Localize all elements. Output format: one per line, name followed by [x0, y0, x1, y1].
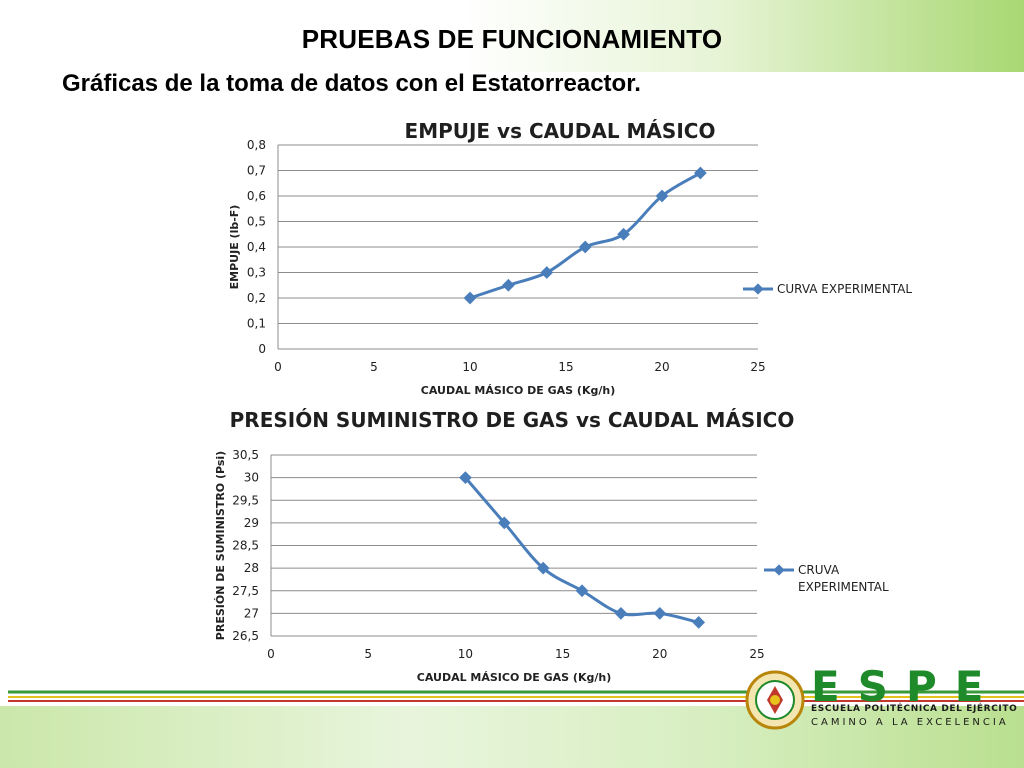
legend-marker — [773, 564, 785, 576]
legend-label: CRUVA EXPERIMENTAL — [798, 563, 889, 594]
chart-title: PRESIÓN SUMINISTRO DE GAS vs CAUDAL MÁSI… — [230, 408, 795, 432]
slide-title: PRUEBAS DE FUNCIONAMIENTO — [301, 24, 723, 54]
data-point — [653, 607, 667, 620]
x-tick-label: 5 — [370, 360, 378, 374]
footer-band — [0, 706, 1024, 768]
x-tick-label: 15 — [555, 647, 570, 661]
y-axis-label: PRESIÓN DE SUMINISTRO (Psi) — [214, 451, 227, 640]
y-tick-label: 30 — [244, 471, 259, 485]
data-point — [694, 166, 707, 180]
y-tick-label: 0,7 — [247, 164, 266, 178]
data-point — [459, 471, 472, 484]
data-point — [540, 266, 554, 279]
y-axis-label: EMPUJE (lb-F) — [228, 205, 241, 290]
x-tick-label: 20 — [654, 360, 669, 374]
data-point — [578, 240, 592, 254]
y-tick-label: 28,5 — [232, 539, 259, 553]
thrust-chart: EMPUJE vs CAUDAL MÁSICO 0 0,1 0,2 0,3 0,4 0,5 0… — [228, 119, 912, 397]
x-axis-label: CAUDAL MÁSICO DE GAS (Kg/h) — [417, 671, 611, 684]
x-tick-label: 10 — [458, 647, 473, 661]
data-point — [614, 607, 628, 620]
brand-name: ESPE — [811, 662, 1002, 711]
y-tick-label: 0,5 — [247, 215, 266, 229]
legend-label: CURVA EXPERIMENTAL — [777, 282, 912, 296]
x-tick-label: 5 — [364, 647, 372, 661]
y-tick-label: 27 — [244, 606, 259, 620]
y-tick-label: 0,4 — [247, 240, 266, 254]
y-tick-label: 26,5 — [232, 629, 259, 643]
legend-marker — [752, 283, 764, 295]
y-tick-label: 0,2 — [247, 291, 266, 305]
data-point — [692, 616, 706, 629]
x-tick-label: 15 — [558, 360, 573, 374]
chart-title: EMPUJE vs CAUDAL MÁSICO — [405, 119, 716, 143]
header-band — [0, 0, 1024, 72]
y-tick-label: 29 — [244, 516, 259, 530]
x-axis-label: CAUDAL MÁSICO DE GAS (Kg/h) — [421, 384, 615, 397]
footer-divider — [8, 690, 1024, 702]
y-tick-label: 0,6 — [247, 189, 266, 203]
y-tick-label: 0,8 — [247, 138, 266, 152]
pressure-chart: PRESIÓN SUMINISTRO DE GAS vs CAUDAL MÁSI… — [214, 408, 889, 684]
brand-institution: ESCUELA POLITÉCNICA DEL EJÉRCITO — [811, 704, 1018, 714]
x-tick-label: 10 — [462, 360, 477, 374]
x-tick-label: 25 — [749, 647, 764, 661]
data-point — [502, 278, 515, 292]
y-tick-label: 0 — [258, 342, 266, 356]
brand-motto: CAMINO A LA EXCELENCIA — [811, 717, 1009, 728]
x-tick-label: 0 — [274, 360, 282, 374]
series-line — [469, 171, 702, 300]
x-tick-label: 0 — [267, 647, 275, 661]
espe-logo: ESPE ESCUELA POLITÉCNICA DEL EJÉRCITO CA… — [745, 662, 1018, 738]
x-tick-label: 20 — [652, 647, 667, 661]
y-tick-label: 27,5 — [232, 584, 259, 598]
series-line — [464, 476, 700, 624]
y-tick-label: 29,5 — [232, 493, 259, 507]
y-tick-label: 28 — [244, 561, 259, 575]
y-tick-label: 0,3 — [247, 266, 266, 280]
y-tick-label: 30,5 — [232, 448, 259, 462]
slide-subtitle: Gráficas de la toma de datos con el Esta… — [62, 70, 641, 97]
university-seal-icon — [745, 670, 805, 730]
data-point — [463, 291, 477, 305]
y-tick-label: 0,1 — [247, 317, 266, 331]
x-tick-label: 25 — [750, 360, 765, 374]
